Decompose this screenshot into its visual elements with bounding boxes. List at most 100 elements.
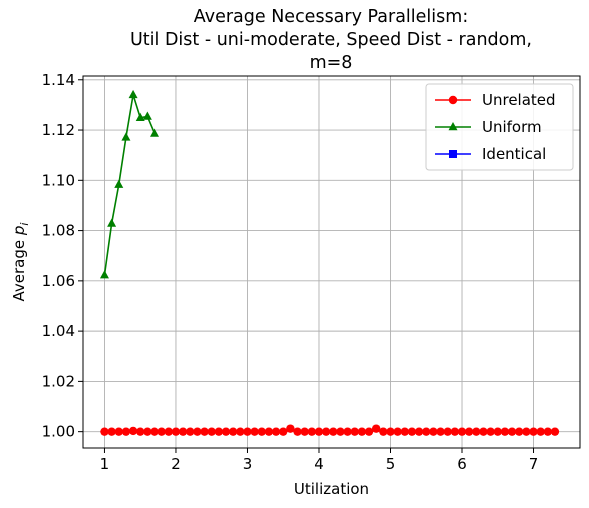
y-axis-label-sub: i xyxy=(18,223,31,226)
data-point-unrelated xyxy=(293,427,302,436)
data-point-unrelated xyxy=(414,427,424,436)
chart-title-line-3: m=8 xyxy=(310,53,353,73)
data-point-unrelated xyxy=(178,427,188,436)
y-axis-label: Average pi xyxy=(10,223,31,302)
data-point-unrelated xyxy=(221,427,231,436)
x-tick-label: 4 xyxy=(314,455,324,473)
data-point-unrelated xyxy=(379,427,388,436)
data-point-unrelated xyxy=(279,427,288,436)
data-point-unrelated xyxy=(271,427,281,436)
chart-title-line-1: Average Necessary Parallelism: xyxy=(194,7,468,27)
x-axis: 1 2 3 4 5 6 7 xyxy=(100,448,538,473)
data-point-unrelated xyxy=(479,427,488,436)
data-point-unrelated xyxy=(307,427,317,436)
x-tick-label: 2 xyxy=(171,455,181,473)
data-point-unrelated xyxy=(121,427,131,436)
data-point-unrelated xyxy=(407,427,417,436)
data-point-unrelated xyxy=(371,424,381,433)
x-tick-label: 1 xyxy=(100,455,110,473)
y-axis-label-base: Average xyxy=(10,235,28,301)
data-point-unrelated xyxy=(143,427,152,436)
data-point-uniform xyxy=(114,179,124,188)
data-point-unrelated xyxy=(136,427,145,436)
y-tick-label: 1.10 xyxy=(42,171,75,189)
data-point-unrelated xyxy=(193,427,202,436)
data-point-unrelated xyxy=(522,427,531,436)
legend-item-unrelated: Unrelated xyxy=(435,91,556,109)
data-point-unrelated xyxy=(386,427,395,436)
data-point-unrelated xyxy=(329,427,338,436)
y-tick-label: 1.12 xyxy=(42,121,75,139)
legend-label: Identical xyxy=(482,145,546,163)
data-point-unrelated xyxy=(436,427,445,436)
y-tick-label: 1.08 xyxy=(42,222,75,240)
legend-swatch-marker xyxy=(448,95,458,105)
data-point-unrelated xyxy=(543,427,553,436)
chart-title: Average Necessary Parallelism: Util Dist… xyxy=(130,7,532,73)
y-axis-label-var: p xyxy=(10,226,28,237)
data-point-unrelated xyxy=(400,427,409,436)
data-point-unrelated xyxy=(250,427,259,436)
chart-title-line-2: Util Dist - uni-moderate, Speed Dist - r… xyxy=(130,30,532,50)
data-point-unrelated xyxy=(200,427,209,436)
y-tick-label: 1.14 xyxy=(42,71,75,89)
data-point-unrelated xyxy=(450,427,460,436)
series-unrelated xyxy=(100,424,560,436)
data-point-uniform xyxy=(142,111,152,120)
data-point-unrelated xyxy=(243,427,252,436)
data-point-unrelated xyxy=(286,424,295,433)
data-point-unrelated xyxy=(257,427,266,436)
legend-box xyxy=(425,83,574,171)
y-tick-label: 1.06 xyxy=(42,272,75,290)
data-point-unrelated xyxy=(357,427,367,436)
data-point-unrelated xyxy=(422,427,431,436)
legend-swatch-marker xyxy=(448,122,458,131)
data-point-unrelated xyxy=(107,427,116,436)
data-point-unrelated xyxy=(343,427,352,436)
data-point-unrelated xyxy=(264,427,274,436)
data-point-uniform xyxy=(107,218,117,227)
data-point-unrelated xyxy=(186,427,195,436)
data-point-unrelated xyxy=(114,427,123,436)
x-tick-label: 3 xyxy=(243,455,253,473)
data-point-unrelated xyxy=(350,427,359,436)
data-point-unrelated xyxy=(150,427,159,436)
x-axis-label: Utilization xyxy=(294,480,369,498)
data-point-unrelated xyxy=(493,427,502,436)
y-axis: 1.00 1.02 1.04 1.06 1.08 1.10 1.12 1.14 xyxy=(42,71,83,441)
legend: Unrelated Uniform Identical xyxy=(425,83,574,171)
data-point-uniform xyxy=(135,112,145,121)
legend-item-uniform: Uniform xyxy=(435,118,542,136)
data-point-unrelated xyxy=(500,427,510,436)
data-point-unrelated xyxy=(393,427,402,436)
data-point-unrelated xyxy=(443,427,452,436)
y-tick-label: 1.02 xyxy=(42,372,75,390)
data-point-uniform xyxy=(150,128,160,137)
series-uniform xyxy=(99,89,160,279)
data-point-unrelated xyxy=(507,427,517,436)
legend-item-identical: Identical xyxy=(435,145,546,163)
data-point-unrelated xyxy=(472,427,481,436)
legend-label: Uniform xyxy=(482,118,542,136)
data-point-unrelated xyxy=(236,427,245,436)
data-point-unrelated xyxy=(128,426,138,436)
data-point-unrelated xyxy=(164,427,174,436)
series-line-uniform xyxy=(103,94,156,276)
data-point-uniform xyxy=(99,270,109,279)
data-point-unrelated xyxy=(457,427,467,436)
data-point-unrelated xyxy=(214,427,224,436)
legend-swatch-marker xyxy=(449,150,457,158)
data-point-unrelated xyxy=(207,427,216,436)
data-point-uniform xyxy=(121,132,131,141)
data-point-unrelated xyxy=(515,427,524,436)
data-point-unrelated xyxy=(321,427,331,436)
data-point-unrelated xyxy=(429,427,438,436)
x-tick-label: 5 xyxy=(386,455,396,473)
data-point-unrelated xyxy=(364,427,374,436)
plot-frame xyxy=(82,75,581,449)
data-point-unrelated xyxy=(171,427,181,436)
data-point-unrelated xyxy=(228,427,238,436)
y-tick-label: 1.04 xyxy=(42,322,75,340)
data-point-unrelated xyxy=(550,427,560,436)
